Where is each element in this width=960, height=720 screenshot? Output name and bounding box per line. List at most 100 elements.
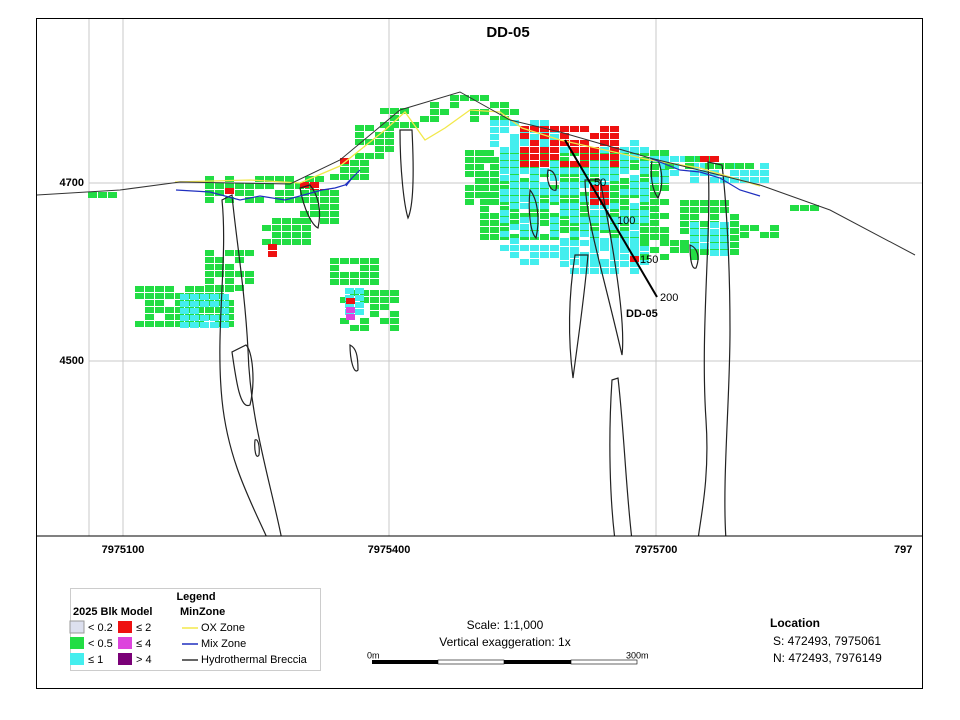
block [660, 234, 669, 240]
block [690, 254, 699, 260]
block [530, 231, 539, 237]
block [740, 170, 749, 176]
block [570, 210, 579, 216]
block [155, 293, 164, 299]
block [350, 325, 359, 331]
block [108, 192, 117, 198]
block [560, 178, 569, 184]
block [390, 325, 399, 331]
block [650, 164, 659, 170]
block [670, 247, 679, 253]
block [500, 116, 509, 122]
block [600, 224, 609, 230]
block [690, 156, 699, 162]
block [292, 239, 301, 245]
block [730, 249, 739, 255]
block [302, 232, 311, 238]
block [360, 167, 369, 173]
block [220, 294, 229, 300]
block [490, 157, 499, 163]
block [630, 217, 639, 223]
block [660, 185, 669, 191]
block [560, 247, 569, 253]
block [350, 174, 359, 180]
block [235, 285, 244, 291]
block [620, 206, 629, 212]
block [620, 185, 629, 191]
block [510, 224, 519, 230]
block [465, 171, 474, 177]
drill-trace [564, 139, 658, 298]
block [610, 234, 619, 240]
block [590, 192, 599, 198]
block [630, 182, 639, 188]
block [330, 211, 339, 217]
block [330, 190, 339, 196]
block [540, 147, 549, 153]
block [735, 163, 744, 169]
block [570, 268, 579, 274]
legend-heading: MinZone [180, 606, 225, 618]
block [550, 185, 559, 191]
block [530, 134, 539, 140]
block [225, 300, 234, 306]
block [282, 225, 291, 231]
block [640, 245, 649, 251]
block [380, 304, 389, 310]
block [155, 286, 164, 292]
block [205, 271, 214, 277]
block [346, 314, 355, 320]
block [480, 227, 489, 233]
block [350, 167, 359, 173]
block [210, 294, 219, 300]
block [570, 189, 579, 195]
block [215, 183, 224, 189]
block [305, 183, 314, 189]
block [500, 161, 509, 167]
block [640, 147, 649, 153]
block [690, 229, 699, 235]
block [630, 240, 639, 246]
block [570, 227, 579, 233]
mix-zone [175, 169, 361, 201]
block [650, 234, 659, 240]
block [385, 132, 394, 138]
block [520, 178, 529, 184]
block [390, 297, 399, 303]
block [560, 182, 569, 188]
block [610, 217, 619, 223]
block [350, 272, 359, 278]
block [190, 322, 199, 328]
block [510, 203, 519, 209]
block [255, 183, 264, 189]
block [380, 297, 389, 303]
block [190, 301, 199, 307]
block [215, 314, 224, 320]
legend-item: ≤ 2 [136, 622, 151, 634]
block [550, 134, 559, 140]
block [215, 271, 224, 277]
block [570, 247, 579, 253]
block [510, 168, 519, 174]
block [320, 197, 329, 203]
block [540, 182, 549, 188]
scale-end: 300m [626, 650, 649, 660]
block [205, 278, 214, 284]
block [720, 222, 729, 228]
block [570, 161, 579, 167]
block [580, 192, 589, 198]
block [465, 157, 474, 163]
block [650, 213, 659, 219]
block [610, 147, 619, 153]
block [370, 272, 379, 278]
block [700, 163, 709, 169]
block [705, 156, 714, 162]
block [610, 161, 619, 167]
block [510, 234, 519, 240]
block [165, 321, 174, 327]
block [660, 240, 669, 246]
block [640, 206, 649, 212]
block [430, 109, 439, 115]
block [205, 285, 214, 291]
block [560, 227, 569, 233]
